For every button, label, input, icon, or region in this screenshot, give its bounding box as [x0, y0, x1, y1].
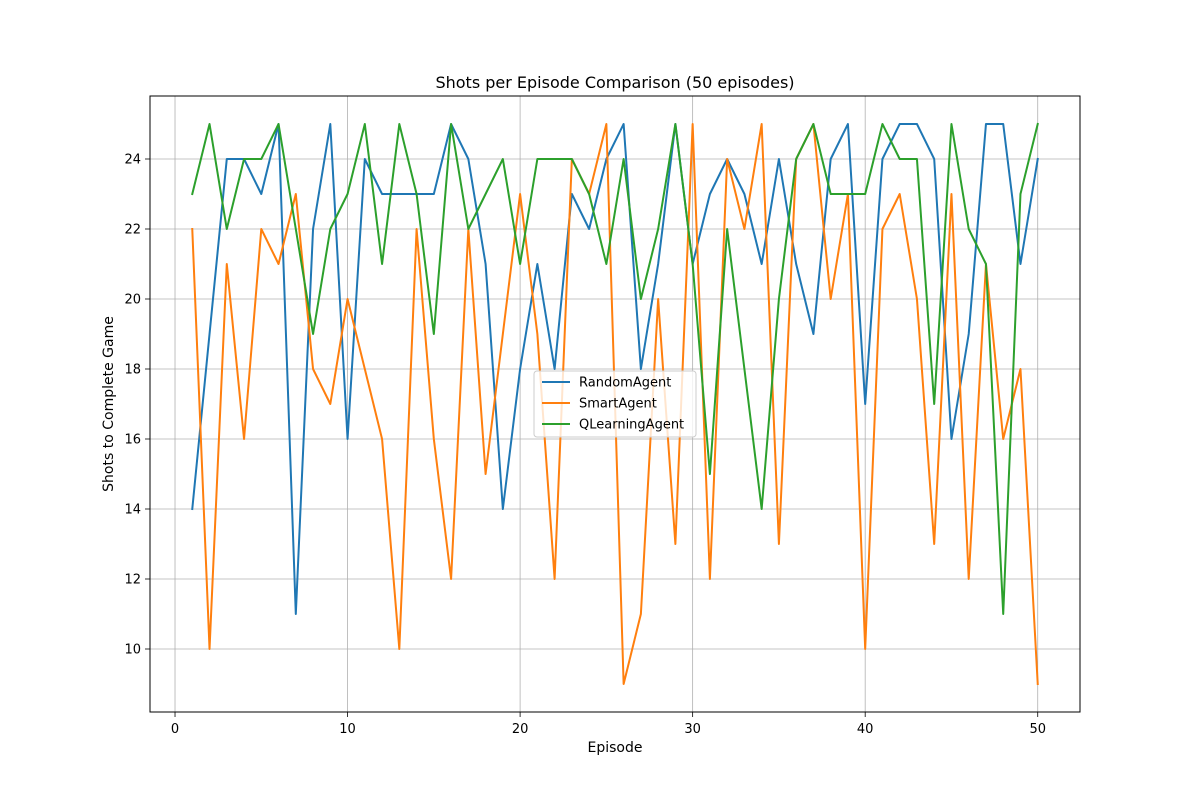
legend-entry-smart-agent: SmartAgent [579, 397, 657, 412]
legend-entry-qlearning-agent: QLearningAgent [579, 418, 684, 433]
y-tick-label: 24 [124, 153, 141, 168]
y-tick-label: 14 [124, 503, 141, 518]
legend-entry-random-agent: RandomAgent [579, 376, 671, 391]
y-tick-label: 20 [124, 293, 141, 308]
axis-ticks: 0 10 20 30 40 50 10 12 14 16 18 20 22 24 [124, 153, 1046, 738]
x-tick-label: 30 [684, 722, 701, 737]
series-line-qlearning-agent [191, 122, 1039, 615]
x-tick-label: 0 [171, 722, 179, 737]
series-line-random-agent [191, 123, 1039, 615]
x-axis-label: Episode [588, 740, 643, 756]
y-tick-label: 10 [124, 643, 141, 658]
legend-frame [533, 370, 697, 438]
x-tick-label: 40 [857, 722, 874, 737]
y-axis-label: Shots to Complete Game [101, 316, 117, 492]
x-tick-label: 10 [339, 722, 356, 737]
legend: RandomAgent SmartAgent QLearningAgent [533, 370, 697, 438]
y-tick-label: 12 [124, 573, 141, 588]
y-tick-label: 22 [124, 223, 141, 238]
chart-title: Shots per Episode Comparison (50 episode… [435, 73, 794, 92]
x-tick-label: 50 [1029, 722, 1046, 737]
y-tick-label: 16 [124, 433, 141, 448]
x-tick-label: 20 [512, 722, 529, 737]
plot-frame [149, 95, 1081, 713]
y-tick-label: 18 [124, 363, 141, 378]
